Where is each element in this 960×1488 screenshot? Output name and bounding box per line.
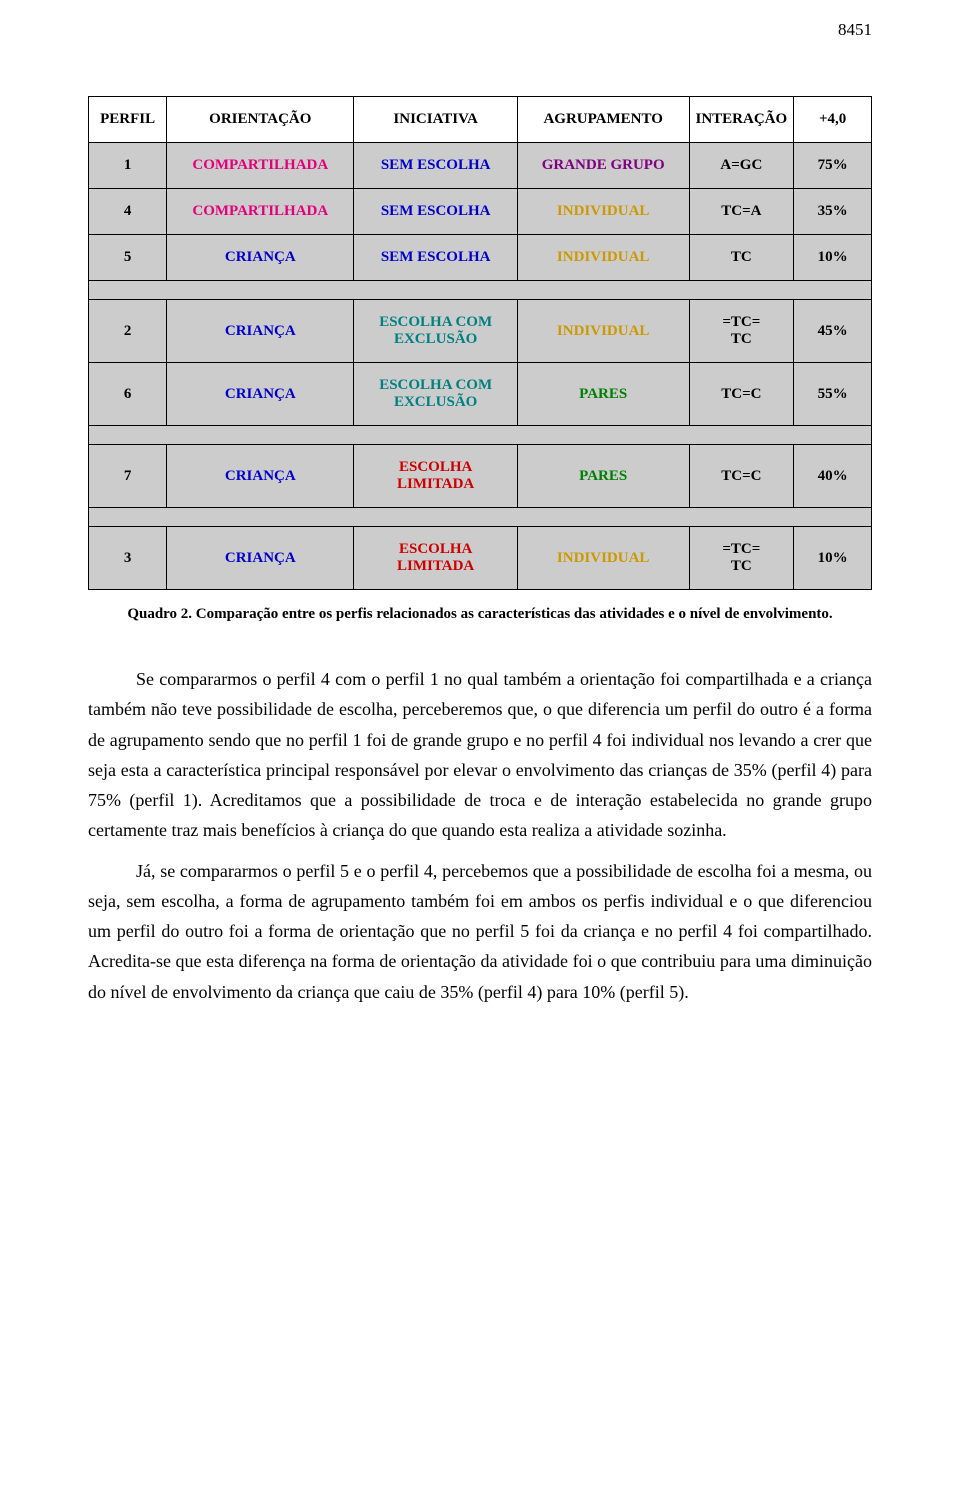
- table-cell: INDIVIDUAL: [517, 527, 689, 590]
- table-row: [89, 281, 872, 300]
- table-cell: INDIVIDUAL: [517, 300, 689, 363]
- table-cell: CRIANÇA: [167, 235, 354, 281]
- table-header-cell: ORIENTAÇÃO: [167, 97, 354, 143]
- table-cell: CRIANÇA: [167, 300, 354, 363]
- table-cell: 10%: [794, 235, 872, 281]
- table-cell: ESCOLHA COM EXCLUSÃO: [354, 300, 517, 363]
- table-cell: SEM ESCOLHA: [354, 143, 517, 189]
- table-cell: 40%: [794, 445, 872, 508]
- table-cell: COMPARTILHADA: [167, 143, 354, 189]
- table-header-cell: +4,0: [794, 97, 872, 143]
- table-cell: 7: [89, 445, 167, 508]
- table-blank-cell: [89, 426, 872, 445]
- table-cell: ESCOLHA COM EXCLUSÃO: [354, 363, 517, 426]
- table-caption: Quadro 2. Comparação entre os perfis rel…: [88, 604, 872, 624]
- table-cell: INDIVIDUAL: [517, 235, 689, 281]
- table-cell: 2: [89, 300, 167, 363]
- table-row: 6CRIANÇAESCOLHA COM EXCLUSÃOPARESTC=C55%: [89, 363, 872, 426]
- table-cell: TC=A: [689, 189, 794, 235]
- table-row: 7CRIANÇAESCOLHA LIMITADAPARESTC=C40%: [89, 445, 872, 508]
- table-row: 5CRIANÇASEM ESCOLHAINDIVIDUALTC10%: [89, 235, 872, 281]
- table-row: 3CRIANÇAESCOLHA LIMITADAINDIVIDUAL=TC=TC…: [89, 527, 872, 590]
- table-header-row: PERFILORIENTAÇÃOINICIATIVAAGRUPAMENTOINT…: [89, 97, 872, 143]
- table-header-cell: PERFIL: [89, 97, 167, 143]
- table-cell: 10%: [794, 527, 872, 590]
- table-cell: =TC=TC: [689, 527, 794, 590]
- table-header-cell: INTERAÇÃO: [689, 97, 794, 143]
- table-cell: 45%: [794, 300, 872, 363]
- table-cell: TC=C: [689, 445, 794, 508]
- table-cell: 1: [89, 143, 167, 189]
- page-number: 8451: [838, 20, 872, 40]
- table-cell: 75%: [794, 143, 872, 189]
- table-cell: GRANDE GRUPO: [517, 143, 689, 189]
- paragraph: Já, se compararmos o perfil 5 e o perfil…: [88, 856, 872, 1007]
- table-cell: A=GC: [689, 143, 794, 189]
- table-cell: CRIANÇA: [167, 363, 354, 426]
- page: 8451 PERFILORIENTAÇÃOINICIATIVAAGRUPAMEN…: [0, 0, 960, 1488]
- table-cell: 55%: [794, 363, 872, 426]
- table-cell: 5: [89, 235, 167, 281]
- table-cell: CRIANÇA: [167, 445, 354, 508]
- table-cell: COMPARTILHADA: [167, 189, 354, 235]
- table-row: [89, 426, 872, 445]
- table-cell: CRIANÇA: [167, 527, 354, 590]
- table-blank-cell: [89, 508, 872, 527]
- table-body: 1COMPARTILHADASEM ESCOLHAGRANDE GRUPOA=G…: [89, 143, 872, 590]
- table-row: 1COMPARTILHADASEM ESCOLHAGRANDE GRUPOA=G…: [89, 143, 872, 189]
- table-cell: =TC=TC: [689, 300, 794, 363]
- table-cell: 35%: [794, 189, 872, 235]
- table-cell: ESCOLHA LIMITADA: [354, 527, 517, 590]
- table-header-cell: AGRUPAMENTO: [517, 97, 689, 143]
- table-cell: PARES: [517, 445, 689, 508]
- paragraph: Se compararmos o perfil 4 com o perfil 1…: [88, 664, 872, 845]
- table-cell: TC: [689, 235, 794, 281]
- profile-table: PERFILORIENTAÇÃOINICIATIVAAGRUPAMENTOINT…: [88, 96, 872, 590]
- table-cell: 4: [89, 189, 167, 235]
- table-cell: TC=C: [689, 363, 794, 426]
- table-cell: PARES: [517, 363, 689, 426]
- table-header-cell: INICIATIVA: [354, 97, 517, 143]
- table-cell: 3: [89, 527, 167, 590]
- table-head: PERFILORIENTAÇÃOINICIATIVAAGRUPAMENTOINT…: [89, 97, 872, 143]
- table-cell: 6: [89, 363, 167, 426]
- table-cell: ESCOLHA LIMITADA: [354, 445, 517, 508]
- table-row: [89, 508, 872, 527]
- table-cell: INDIVIDUAL: [517, 189, 689, 235]
- body-text: Se compararmos o perfil 4 com o perfil 1…: [88, 664, 872, 1007]
- table-row: 2CRIANÇAESCOLHA COM EXCLUSÃOINDIVIDUAL=T…: [89, 300, 872, 363]
- table-cell: SEM ESCOLHA: [354, 235, 517, 281]
- table-row: 4COMPARTILHADASEM ESCOLHAINDIVIDUALTC=A3…: [89, 189, 872, 235]
- table-cell: SEM ESCOLHA: [354, 189, 517, 235]
- table-blank-cell: [89, 281, 872, 300]
